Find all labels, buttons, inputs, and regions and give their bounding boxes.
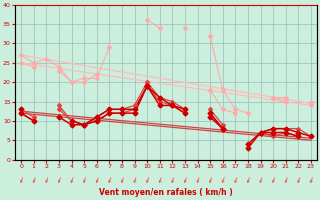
X-axis label: Vent moyen/en rafales ( km/h ): Vent moyen/en rafales ( km/h )	[99, 188, 233, 197]
